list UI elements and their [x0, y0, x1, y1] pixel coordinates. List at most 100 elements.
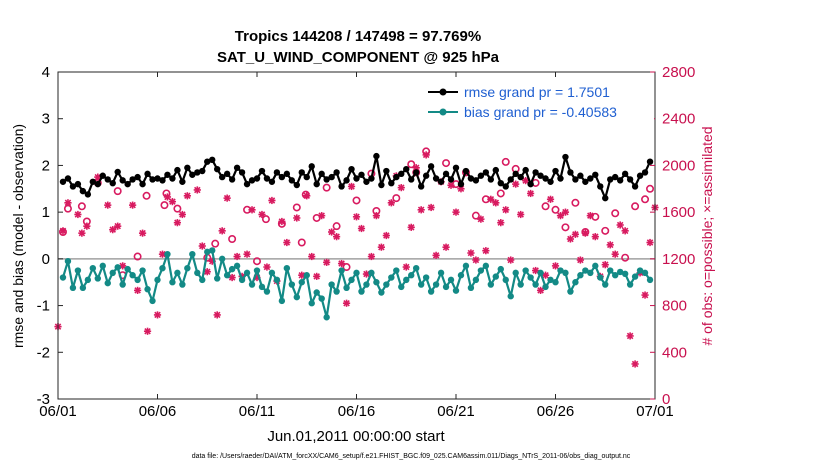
bias-point [343, 284, 350, 292]
bias-point [408, 272, 415, 279]
rmse-point [477, 172, 485, 179]
rmse-point [223, 170, 231, 178]
bias-point [209, 247, 216, 254]
rmse-series [59, 152, 654, 202]
obs-possible-point [571, 198, 580, 207]
obs-star-stroke [616, 221, 624, 229]
bias-point [119, 281, 126, 288]
obs-assimilated-point [308, 252, 316, 261]
obs-star-stroke [487, 196, 495, 203]
bias-point [472, 276, 480, 284]
obs-star-stroke [129, 201, 136, 209]
x-tick-label: 06/01 [39, 403, 77, 420]
obs-assimilated-point [407, 223, 415, 231]
obs-star-stroke [442, 243, 450, 251]
obs-assimilated-point [134, 286, 142, 294]
obs-possible-point [173, 204, 182, 213]
obs-assimilated-point [163, 193, 172, 201]
rmse-point [64, 175, 72, 182]
obs-star-stroke [248, 206, 256, 214]
data-file-footnote: data file: /Users/raeder/DAI/ATM_forcXX/… [192, 453, 631, 460]
rmse-point [169, 175, 176, 182]
rmse-point [472, 177, 480, 184]
bias-point [413, 265, 420, 272]
x-tick-label: 06/06 [139, 403, 177, 420]
obs-star-stroke [169, 198, 176, 205]
bias-point [621, 270, 629, 278]
rmse-point [109, 179, 116, 187]
rmse-point [557, 175, 564, 182]
obs-star-stroke [308, 253, 315, 260]
rmse-point [587, 175, 594, 182]
obs-assimilated-point [203, 268, 211, 276]
rmse-point [94, 180, 102, 188]
legend-rmse-marker [439, 88, 447, 96]
y-left-tick-label: -1 [37, 298, 50, 315]
obs-assimilated-point [566, 235, 575, 243]
bias-point [646, 276, 654, 284]
obs-star-stroke [283, 239, 291, 246]
obs-assimilated-point [104, 201, 112, 209]
obs-star-stroke [383, 232, 390, 239]
rmse-point [452, 164, 460, 171]
obs-assimilated-point [263, 263, 271, 271]
bias-point [522, 267, 529, 274]
obs-assimilated-point [233, 252, 241, 261]
obs-star-stroke [641, 291, 649, 299]
bias-point [641, 269, 649, 277]
rmse-point [537, 172, 544, 179]
obs-assimilated-point [621, 227, 629, 235]
bias-point [442, 283, 450, 291]
rmse-point [79, 187, 87, 195]
y-axis-left-ticks: -3 -2 -1 0 1 2 3 4 [37, 64, 63, 408]
rmse-point [621, 170, 629, 178]
obs-assimilated-point [243, 250, 251, 258]
rmse-point [631, 183, 639, 190]
rmse-point [572, 176, 579, 183]
rmse-point [298, 169, 305, 176]
bias-point [199, 276, 206, 284]
obs-star-stroke [164, 193, 171, 201]
y-right-tick-label: 800 [662, 298, 687, 315]
obs-star-stroke [447, 182, 455, 189]
obs-assimilated-point [293, 214, 301, 222]
bias-point [248, 281, 256, 288]
obs-star-stroke [373, 212, 380, 219]
obs-assimilated-point [442, 243, 450, 251]
obs-assimilated-point [357, 224, 366, 233]
bias-point [358, 288, 365, 295]
bias-point [328, 281, 335, 288]
obs-assimilated-point [591, 233, 599, 241]
rmse-point [318, 170, 325, 178]
obs-star-stroke [318, 212, 325, 219]
obs-assimilated-point [303, 192, 311, 200]
obs-possible-point [253, 257, 262, 266]
obs-assimilated-point [198, 242, 206, 250]
bias-point [507, 293, 514, 300]
bias-point [169, 279, 176, 286]
obs-star-stroke [587, 212, 594, 219]
obs-star-stroke [144, 327, 151, 335]
bias-point [223, 272, 231, 279]
obs-possible-point [160, 201, 169, 210]
x-tick-label: 06/11 [239, 403, 275, 420]
rmse-point [283, 170, 291, 178]
obs-assimilated-point [507, 256, 515, 264]
rmse-point [626, 176, 634, 183]
obs-star-stroke [303, 192, 311, 200]
obs-star-stroke [398, 184, 405, 191]
y-left-tick-label: 4 [42, 64, 50, 81]
obs-assimilated-point [452, 208, 460, 216]
obs-star-stroke [457, 185, 465, 193]
bias-point [99, 262, 106, 270]
rmse-point [263, 175, 271, 182]
bias-point [238, 276, 246, 284]
obs-possible-point [392, 194, 401, 203]
obs-star-stroke [497, 219, 505, 226]
y-axis-left-label: rmse and bias (model - observation) [10, 124, 26, 348]
bias-point [233, 262, 241, 270]
obs-star-stroke [427, 204, 435, 211]
obs-assimilated-point [586, 212, 594, 220]
bias-point [283, 265, 291, 272]
